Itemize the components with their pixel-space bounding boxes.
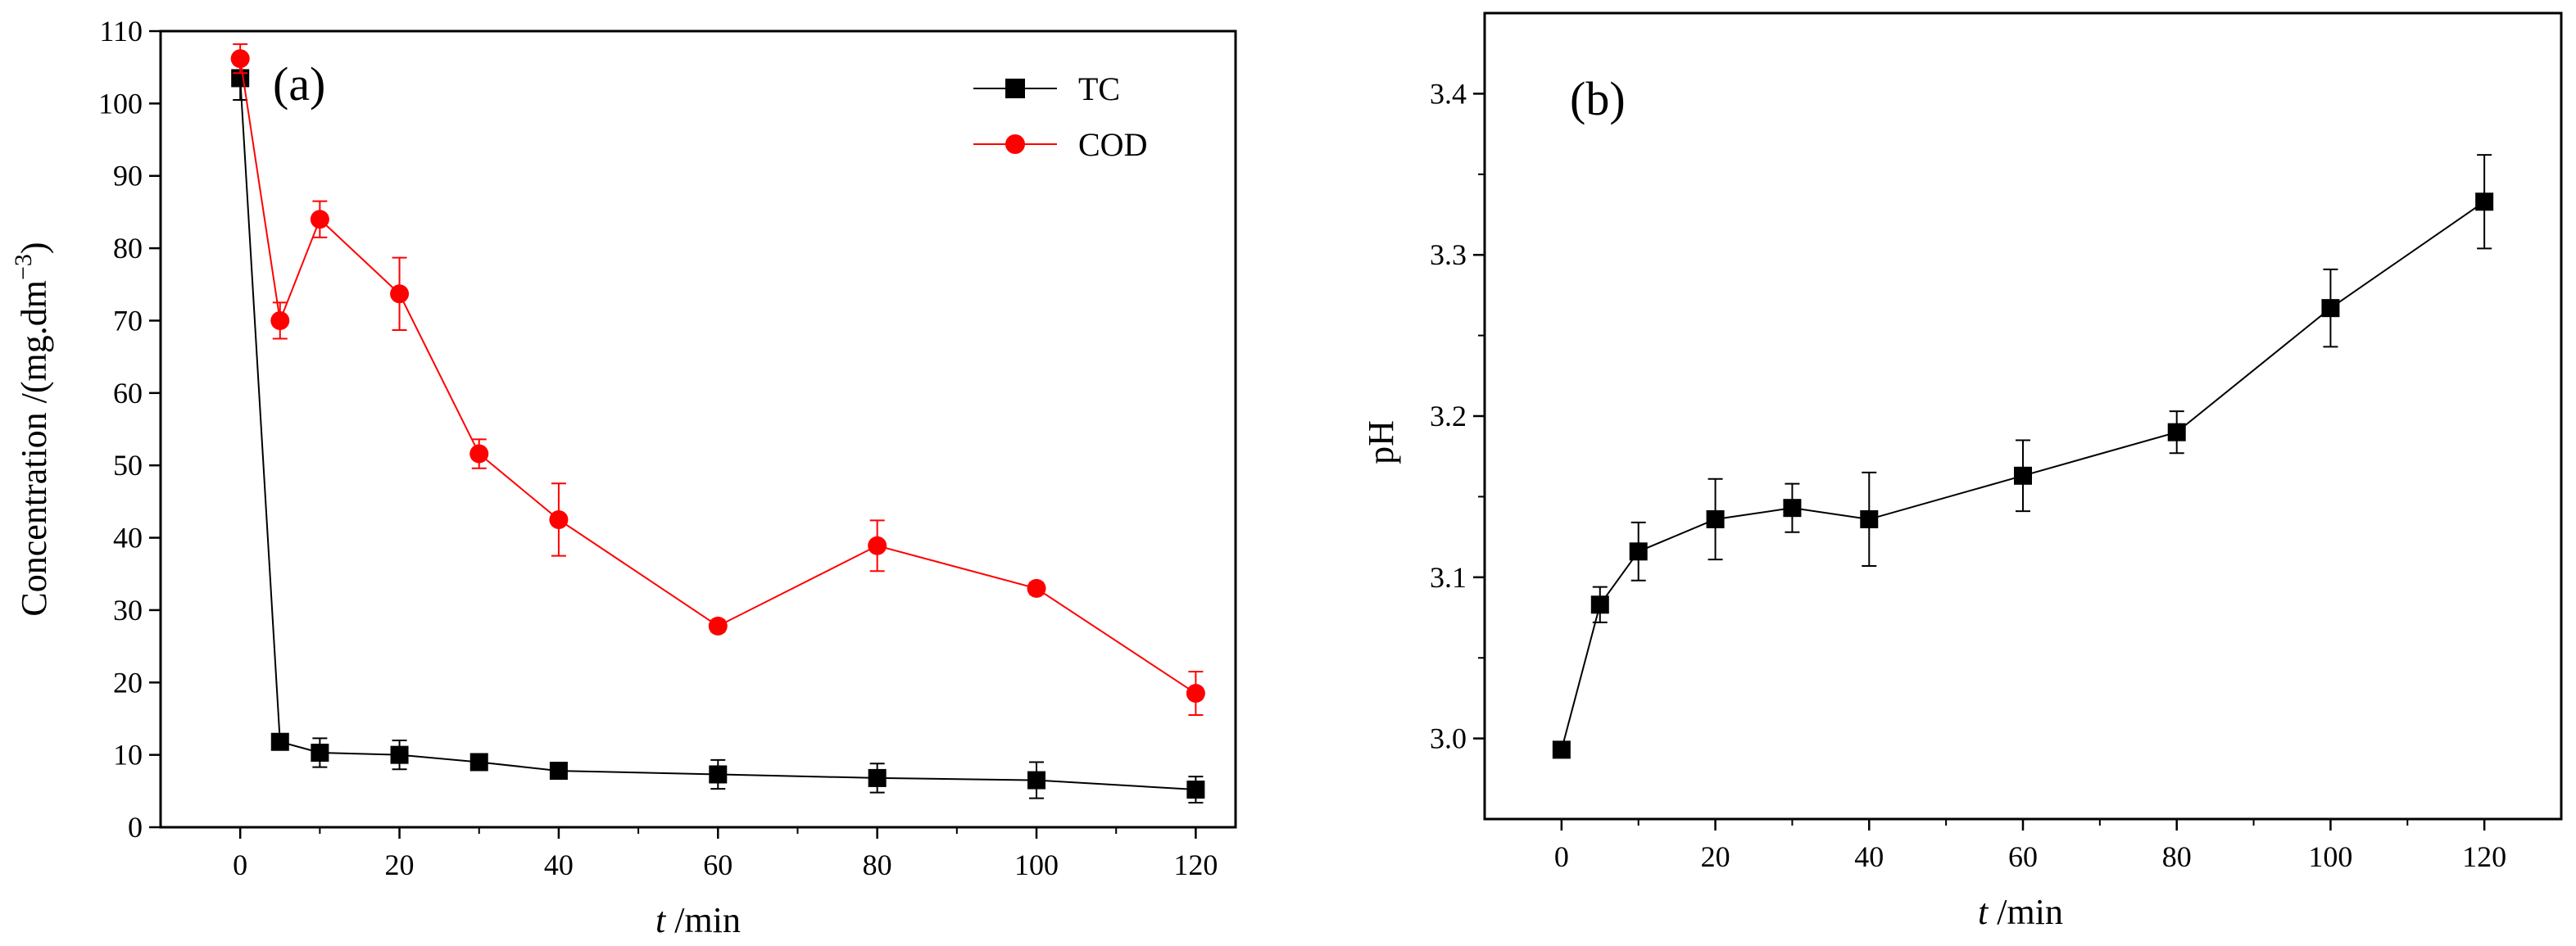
series-cod-point (549, 509, 569, 529)
panel-a-y-tick-label: 80 (113, 232, 143, 265)
panel-b-x-tick-label: 40 (1854, 840, 1884, 873)
panel-a-y-tick-label: 20 (113, 666, 143, 699)
panel-a-y-tick-label: 0 (128, 811, 143, 844)
panel-a-y-tick-label: 10 (113, 739, 143, 772)
panel-b-x-tick-label: 80 (2162, 840, 2192, 873)
panel-b-y-tick-label: 3.0 (1430, 722, 1467, 755)
series-cod-point (230, 49, 250, 69)
series-ph-point (1629, 542, 1648, 561)
panel-b-plot-frame (1483, 11, 2563, 821)
series-tc-point (311, 743, 329, 762)
panel-b-ph-chart: 0 20 40 60 80 100 120 3.0 3.1 3.2 3.3 3.4 (b) t /mi… (1361, 11, 2563, 932)
panel-a-x-tick-label: 0 (233, 849, 247, 881)
panel-b-x-tick-label: 60 (2008, 840, 2038, 873)
series-cod-point (1186, 684, 1205, 704)
legend-tc-label: TC (1078, 70, 1120, 107)
series-cod-point (868, 536, 887, 555)
series-tc-point (868, 768, 887, 787)
series-tc-point (469, 753, 488, 772)
panel-b-label: (b) (1570, 72, 1626, 125)
panel-a-y-tick-label: 100 (98, 87, 143, 120)
panel-a-x-axis-title: t /min (655, 900, 741, 940)
panel-b-y-tick-label: 3.3 (1430, 238, 1467, 271)
panel-b-ticks: 0 20 40 60 80 100 120 3.0 3.1 3.2 3.3 3.4 (1430, 77, 2506, 873)
series-cod-point (270, 310, 290, 330)
panel-a-y-axis-title: Concentration /(mg.dm−3) (10, 242, 54, 616)
series-ph-point (2475, 192, 2494, 211)
panel-b-y-tick-label: 3.4 (1430, 77, 1467, 110)
series-ph-point (2321, 299, 2340, 318)
panel-a-y-tick-label: 30 (113, 594, 143, 627)
panel-a-ticks: 0 20 40 60 80 100 120 0 10 20 30 40 50 60 70 80 90 100 110 (98, 15, 1218, 881)
series-ph-point (1552, 740, 1571, 759)
panel-b-x-tick-label: 0 (1554, 840, 1569, 873)
panel-b-y-axis-title: pH (1361, 420, 1401, 464)
series-cod-point (310, 210, 329, 229)
panel-a-legend: TC COD (973, 70, 1147, 163)
series-ph-line (1560, 201, 2485, 750)
series-cod-point (390, 284, 410, 304)
series-ph-point (1590, 595, 1609, 614)
series-ph-point (2167, 423, 2186, 441)
panel-b-x-tick-label: 20 (1701, 840, 1730, 873)
panel-a-x-tick-label: 20 (385, 849, 415, 881)
series-cod-line (239, 58, 1196, 695)
panel-a-y-tick-label: 70 (113, 304, 143, 337)
series-ph-point (2014, 466, 2032, 485)
panel-a-x-tick-label: 80 (863, 849, 892, 881)
series-tc-point (709, 765, 728, 784)
series-cod-point (708, 616, 728, 636)
series-ph-point (1706, 509, 1725, 528)
panel-a-y-tick-label: 50 (113, 449, 143, 482)
panel-a-x-tick-label: 120 (1173, 849, 1218, 881)
panel-a-y-tick-label: 110 (99, 15, 143, 48)
series-tc-point (270, 732, 289, 751)
panel-b-y-tick-label: 3.2 (1430, 400, 1467, 432)
panel-a-y-tick-label: 60 (113, 377, 143, 410)
series-tc-point (549, 762, 568, 781)
panel-b-x-axis-title: t /min (1978, 892, 2063, 932)
series-tc-point (1027, 771, 1046, 790)
panel-a-label: (a) (273, 57, 325, 111)
series-tc-line (239, 78, 1196, 791)
panel-b-series (1552, 154, 2494, 759)
panel-a-y-tick-label: 40 (113, 522, 143, 554)
legend-cod-label: COD (1078, 126, 1147, 163)
panel-b-x-tick-label: 100 (2308, 840, 2352, 873)
series-cod-point (1027, 578, 1046, 598)
panel-a-x-tick-label: 40 (544, 849, 574, 881)
series-ph-point (1783, 499, 1802, 518)
panel-a-series (230, 43, 1205, 803)
panel-a-x-tick-label: 60 (703, 849, 732, 881)
series-tc-point (1186, 781, 1205, 799)
legend-tc-marker (1005, 79, 1025, 98)
panel-a-plot-frame (159, 29, 1237, 829)
panel-a-x-tick-label: 100 (1014, 849, 1059, 881)
panel-b-x-tick-label: 120 (2462, 840, 2506, 873)
panel-a-y-tick-label: 90 (113, 160, 143, 192)
legend-cod-marker (1005, 134, 1025, 154)
series-ph-point (1860, 509, 1879, 528)
panel-a-concentration-chart: 0 20 40 60 80 100 120 0 10 20 30 40 50 60 70 80 90 100 110… (10, 15, 1237, 940)
series-cod-point (469, 444, 489, 464)
panel-b-y-tick-label: 3.1 (1430, 561, 1467, 594)
series-tc-point (390, 745, 409, 764)
